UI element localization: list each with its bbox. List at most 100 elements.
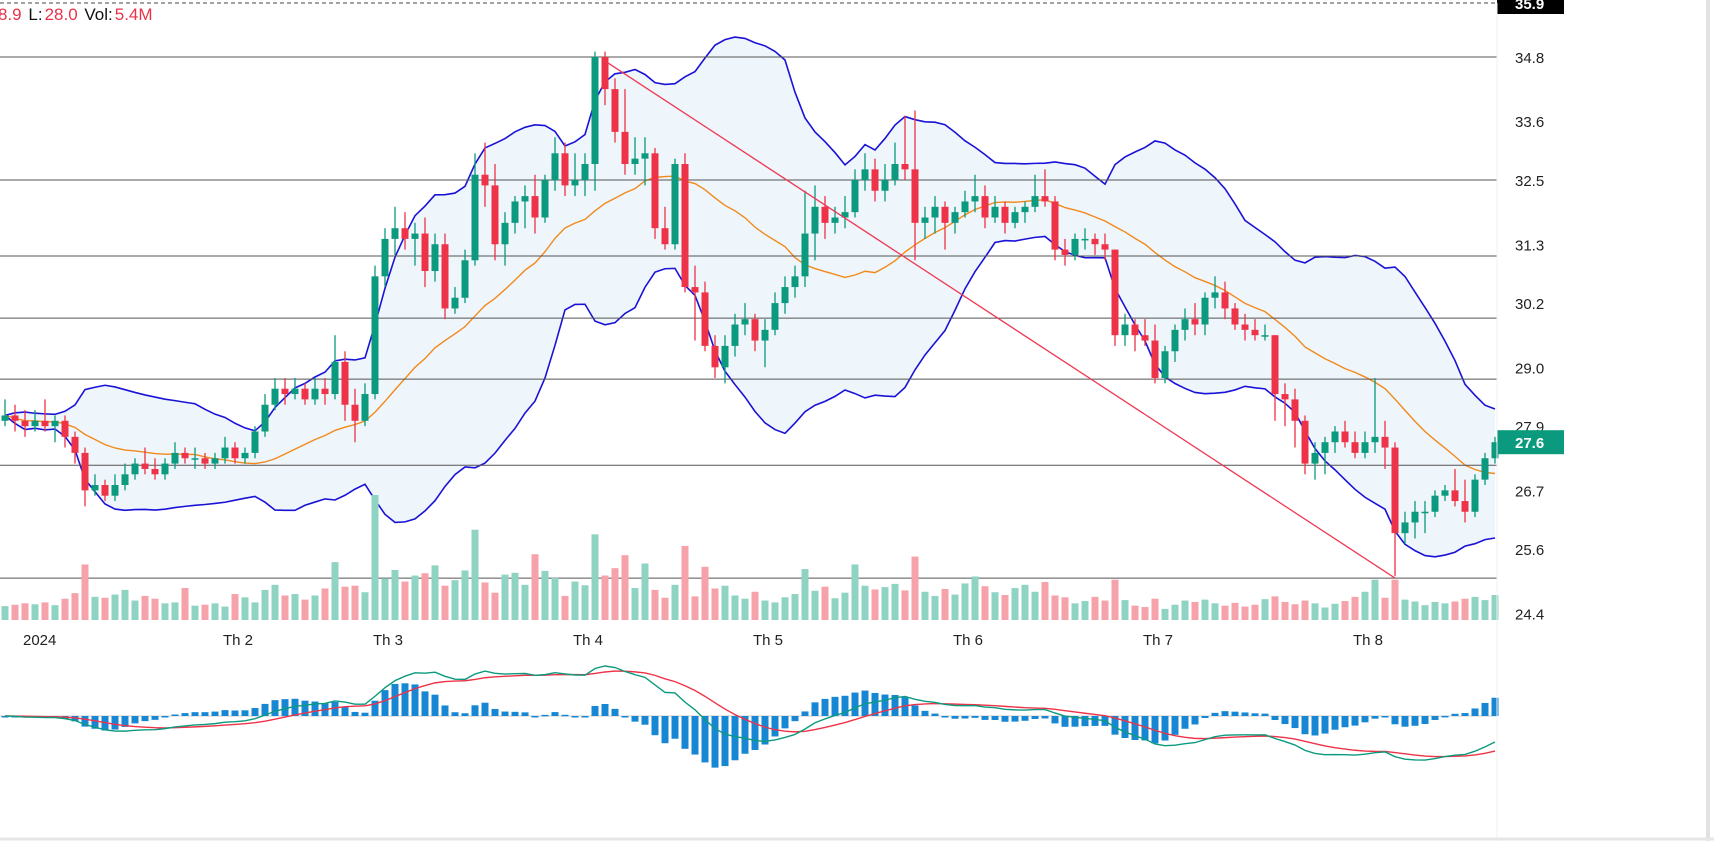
volume-bar [1301, 600, 1309, 620]
volume-bar [1171, 604, 1179, 620]
time-tick-label: Th 6 [953, 632, 983, 649]
volume-bar [541, 570, 549, 620]
volume-bar [1451, 601, 1459, 620]
candle [681, 153, 689, 293]
volume-bar [1411, 601, 1419, 620]
volume-bar [1161, 608, 1169, 620]
candle-body [91, 485, 99, 491]
macd-histogram-bar [1421, 716, 1429, 725]
candle-body [221, 447, 229, 459]
volume-bar [811, 590, 819, 620]
candle-body [1451, 490, 1459, 502]
trend-line-segment[interactable] [606, 61, 1396, 579]
macd-histogram-bar [1431, 716, 1439, 720]
candle-body [1361, 442, 1369, 453]
volume-bar [321, 588, 329, 620]
candle [991, 196, 999, 223]
candle-body [871, 169, 879, 191]
sma20-line [4, 175, 1496, 475]
volume-bar [761, 600, 769, 620]
volume-bar [1021, 584, 1029, 620]
candle [111, 474, 119, 502]
candle-body [1461, 501, 1469, 512]
candle [931, 196, 939, 234]
price-tick-label: 32.5 [1515, 173, 1544, 190]
macd-histogram-bar [351, 711, 359, 716]
volume-bar [31, 604, 39, 620]
macd-histogram-bar [1071, 716, 1079, 727]
volume-bar [501, 574, 509, 620]
macd-signal-line [4, 670, 1496, 758]
candle-body [681, 164, 689, 288]
candle-body [1091, 238, 1099, 245]
candle [1281, 383, 1289, 427]
macd-histogram-bar [1441, 715, 1449, 718]
candle [721, 335, 729, 384]
candle-body [371, 276, 379, 395]
volume-bar [721, 585, 729, 620]
macd-histogram-bar [671, 716, 679, 739]
candle [1021, 201, 1029, 223]
macd-histogram-bar [1461, 713, 1469, 716]
candle-body [741, 319, 749, 325]
candle-body [801, 233, 809, 277]
candle-body [1, 415, 9, 421]
candle-body [651, 153, 659, 229]
time-tick-label: Th 4 [573, 632, 603, 649]
volume-bar [221, 606, 229, 620]
candle-body [291, 388, 299, 395]
candle-body [831, 217, 839, 223]
candle [141, 447, 149, 475]
candle [591, 51, 599, 191]
candle [1131, 319, 1139, 352]
candle-body [101, 485, 109, 496]
macd-histogram-bar [1371, 716, 1379, 719]
candle [1191, 303, 1199, 336]
macd-histogram-bar [291, 698, 299, 716]
volume-bar [971, 576, 979, 620]
candle [1221, 281, 1229, 320]
volume-bar [631, 588, 639, 620]
macd-histogram-bar [361, 712, 369, 716]
macd-histogram-bar [951, 716, 959, 719]
volume-bar [1031, 591, 1039, 620]
price-axis[interactable]: 34.833.632.531.330.229.027.926.725.624.4… [1497, 0, 1564, 623]
time-axis[interactable]: 2024 Th 2 Th 3 Th 4 Th 5 Th 6 Th 7 Th 8 [23, 632, 1383, 649]
macd-histogram-bar [971, 716, 979, 718]
candle [331, 335, 339, 400]
macd-histogram-bar [1311, 716, 1319, 736]
macd-histogram-bar [1081, 716, 1089, 727]
volume-bar [681, 545, 689, 620]
candle-body [1201, 297, 1209, 325]
macd-histogram-bar [661, 716, 669, 744]
volume-bar [841, 592, 849, 620]
candle [151, 458, 159, 480]
candle [1031, 174, 1039, 213]
candle [281, 378, 289, 405]
candle-body [321, 388, 329, 395]
upper-band-line [4, 36, 1496, 432]
macd-histogram-bar [841, 695, 849, 716]
candle-body [1391, 447, 1399, 534]
candle-body [351, 404, 359, 421]
candle [361, 383, 369, 427]
volume-bar [1, 606, 9, 620]
volume-bar [741, 598, 749, 620]
candle [51, 415, 59, 443]
candle-body [971, 196, 979, 202]
volume-bar [591, 534, 599, 620]
macd-histogram-bar [1221, 711, 1229, 716]
candle-body [401, 228, 409, 239]
volume-bar [901, 590, 909, 620]
candle [1261, 324, 1269, 341]
volume-bar [251, 602, 259, 620]
price-tick-label: 24.4 [1515, 606, 1544, 623]
candle-body [1481, 458, 1489, 480]
macd-histogram-bar [571, 716, 579, 718]
candle-body [51, 420, 59, 427]
candle [461, 249, 469, 304]
trend-line[interactable] [606, 61, 1396, 579]
volume-bar [511, 572, 519, 620]
candle-body [261, 404, 269, 432]
